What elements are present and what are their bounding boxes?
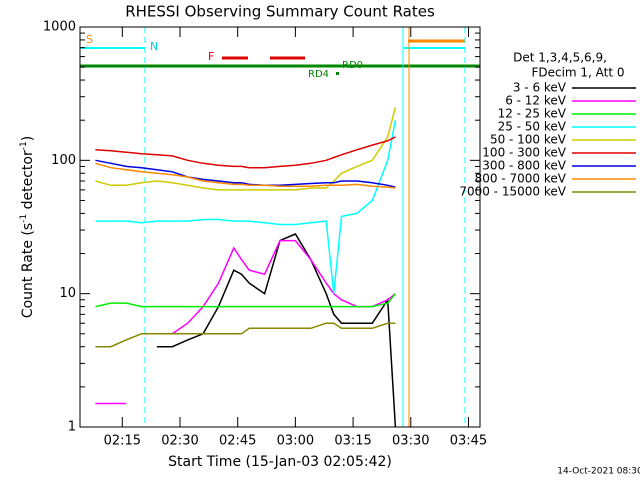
y-tick-label: 1 <box>68 420 76 435</box>
legend-label: 3 - 6 keV <box>513 81 567 95</box>
y-label-part: Count Rate (s <box>20 223 36 318</box>
y-label-part: ) <box>20 136 36 141</box>
series-line <box>95 293 396 308</box>
annotation: F <box>208 50 214 63</box>
x-tick-label: 02:15 <box>104 434 141 449</box>
legend-title: FDecim 1, Att 0 <box>531 66 624 80</box>
y-label-part: detector <box>20 150 36 214</box>
series-line <box>95 120 397 294</box>
legend-label: 12 - 25 keV <box>498 107 567 121</box>
series-line <box>95 162 396 189</box>
chart-title: RHESSI Observing Summary Count Rates <box>125 3 435 21</box>
legend-label: 25 - 50 keV <box>498 120 567 134</box>
x-tick-label: 03:15 <box>334 434 371 449</box>
annotation: S <box>86 33 93 46</box>
legend-label: 6 - 12 keV <box>505 94 567 108</box>
series-line <box>95 159 396 188</box>
x-tick-label: 02:30 <box>161 434 198 449</box>
y-label-part: -1 <box>19 141 29 150</box>
flag-mark <box>336 72 339 75</box>
y-tick-label: 100 <box>51 153 76 168</box>
x-tick-label: 03:00 <box>277 434 314 449</box>
footer: 14-Oct-2021 08:30 <box>557 467 640 477</box>
legend-label: 800 - 7000 keV <box>475 172 567 186</box>
legend-label: 100 - 300 keV <box>482 146 566 160</box>
legend-title: Det 1,3,4,5,6,9, <box>513 51 607 65</box>
y-tick-label: 10 <box>59 286 76 301</box>
legend-label: 7000 - 15000 keV <box>459 185 566 199</box>
series-line <box>95 322 396 348</box>
y-tick-label: 1000 <box>43 20 76 35</box>
x-tick-label: 03:30 <box>392 434 429 449</box>
y-label-part: -1 <box>19 214 29 223</box>
legend-label: 300 - 800 keV <box>482 159 566 173</box>
legend-label: 50 - 100 keV <box>490 133 567 147</box>
y-axis-label: Count Rate (s-1 detector-1) <box>19 136 37 318</box>
series-line <box>95 136 396 169</box>
plot-frame <box>79 26 481 428</box>
annotation: RD0 <box>342 60 363 71</box>
x-tick-label: 03:45 <box>450 434 487 449</box>
series-line <box>95 107 397 191</box>
annotation: N <box>150 40 158 53</box>
annotation: RD4 <box>308 69 329 80</box>
x-axis-label: Start Time (15-Jan-03 02:05:42) <box>168 454 392 470</box>
x-tick-label: 02:45 <box>219 434 256 449</box>
